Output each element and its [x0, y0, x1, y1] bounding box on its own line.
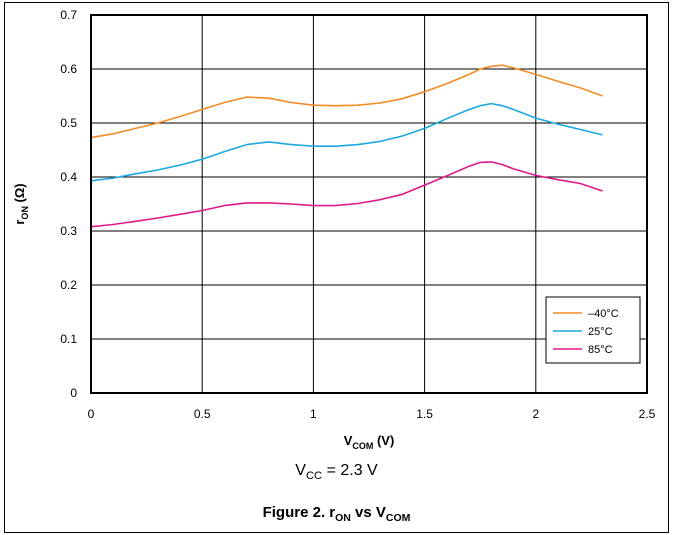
y-tick-label: 0.3: [60, 224, 77, 238]
y-tick-label: 0: [70, 386, 77, 400]
y-tick-label: 0.1: [60, 332, 77, 346]
x-axis-title: VCOM (V): [344, 433, 395, 451]
x-tick-label: 0.5: [194, 407, 211, 421]
series-line-1: [90, 102, 603, 182]
figure-frame: [4, 2, 669, 533]
x-tick-label: 2: [532, 407, 539, 421]
legend: –40°C 25°C 85°C: [545, 296, 641, 364]
figure-caption: Figure 2. rON vs VCOM: [262, 504, 411, 524]
series-lines: [90, 64, 603, 228]
x-tick-label: 2.5: [639, 407, 656, 421]
legend-label-2: 85°C: [588, 344, 613, 356]
y-axis-title: rON (Ω): [12, 183, 30, 224]
series-line-2: [90, 161, 603, 228]
legend-label-1: 25°C: [588, 326, 613, 338]
y-tick-label: 0.6: [60, 62, 77, 76]
legend-box: [545, 296, 641, 364]
series-line-0: [90, 64, 603, 139]
plot-border: [90, 14, 648, 394]
x-tick-labels: 0 0.5 1 1.5 2 2.5: [88, 407, 656, 421]
x-tick-label: 1: [310, 407, 317, 421]
x-tick-label: 1.5: [416, 407, 433, 421]
y-tick-label: 0.2: [60, 278, 77, 292]
test-conditions: VCC = 2.3 V: [295, 462, 378, 483]
y-tick-label: 0.5: [60, 116, 77, 130]
legend-label-0: –40°C: [588, 308, 619, 320]
x-tick-label: 0: [88, 407, 95, 421]
y-tick-label: 0.4: [60, 170, 77, 184]
y-tick-labels: 0 0.1 0.2 0.3 0.4 0.5 0.6 0.7: [60, 8, 77, 400]
y-tick-label: 0.7: [60, 8, 77, 22]
